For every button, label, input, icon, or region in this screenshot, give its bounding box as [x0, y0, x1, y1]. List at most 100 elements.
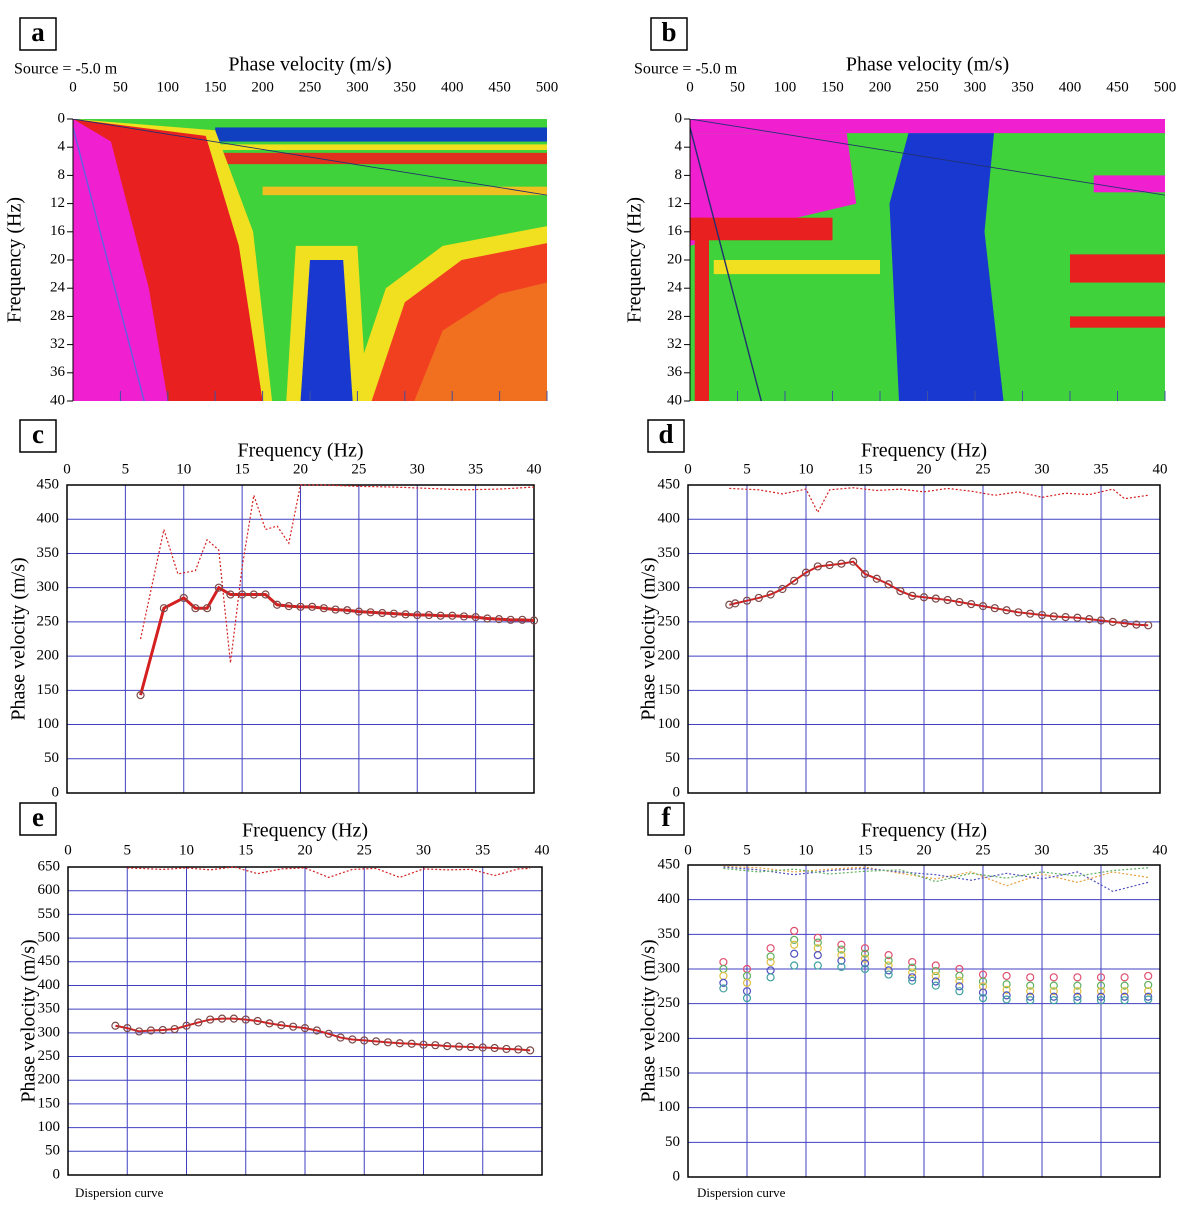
data-point	[978, 982, 988, 991]
data-point	[1049, 973, 1058, 982]
x-tick-label: 0	[64, 842, 72, 858]
data-point	[378, 608, 387, 618]
data-point	[813, 562, 822, 571]
data-point	[931, 981, 940, 990]
data-point	[514, 1045, 523, 1054]
y-tick-label: 0	[675, 110, 683, 126]
data-point	[1037, 610, 1047, 620]
data-point	[837, 956, 846, 965]
data-point	[159, 604, 169, 613]
series-line	[723, 866, 1149, 892]
x-tick-label: 10	[176, 461, 191, 477]
x-tick-label: 40	[527, 461, 542, 477]
data-point	[401, 610, 410, 619]
x-tick-label: 500	[536, 79, 559, 95]
data-point	[908, 976, 917, 985]
x-tick-label: 500	[1154, 79, 1177, 95]
data-point	[413, 610, 422, 620]
y-tick-label: 40	[667, 392, 682, 408]
data-point	[1108, 617, 1117, 626]
data-point	[324, 1029, 333, 1038]
data-point	[1049, 981, 1058, 990]
x-tick-label: 5	[743, 461, 751, 477]
data-point	[360, 1036, 369, 1045]
x-tick-label: 25	[976, 461, 991, 477]
x-tick-label: 25	[976, 842, 991, 858]
data-point	[343, 606, 352, 615]
data-point	[179, 593, 188, 603]
data-point	[837, 945, 846, 954]
data-point	[837, 962, 846, 972]
x-tick-label: 200	[869, 79, 892, 95]
data-point	[955, 971, 964, 981]
data-point	[300, 1024, 310, 1033]
y-axis-title: Phase velocity (m/s)	[18, 939, 40, 1102]
x-tick-label: 35	[468, 461, 483, 477]
y-tick-label: 40	[50, 392, 65, 408]
data-point	[206, 1015, 215, 1024]
data-point	[136, 691, 145, 700]
data-point	[459, 612, 469, 621]
data-point	[1120, 996, 1129, 1005]
x-tick-label: 200	[251, 79, 274, 95]
data-point	[424, 610, 434, 620]
data-point	[1120, 992, 1129, 1001]
x-tick-label: 15	[238, 842, 253, 858]
data-point	[1085, 615, 1094, 624]
data-point	[719, 978, 728, 987]
x-tick-label: 40	[1153, 461, 1168, 477]
y-tick-label: 12	[50, 195, 65, 211]
data-point	[931, 594, 940, 603]
x-tick-label: 15	[858, 461, 873, 477]
data-point	[277, 1021, 286, 1030]
y-tick-label: 200	[38, 1072, 61, 1088]
data-point	[518, 615, 527, 624]
data-point	[955, 597, 964, 607]
data-point	[217, 1014, 227, 1023]
data-point	[1014, 608, 1023, 617]
note: Dispersion curve	[697, 1185, 786, 1200]
series-line	[729, 560, 1149, 627]
y-tick-label: 300	[37, 579, 60, 595]
data-point	[978, 994, 988, 1003]
y-tick-label: 50	[665, 1134, 680, 1150]
data-point	[226, 590, 235, 599]
y-tick-label: 20	[667, 251, 682, 267]
data-point	[790, 576, 799, 585]
panel-label: e	[32, 802, 44, 832]
panel-label: b	[661, 17, 676, 47]
x-tick-label: 0	[69, 79, 77, 95]
data-point	[908, 968, 917, 977]
data-point	[813, 961, 822, 970]
y-tick-label: 24	[667, 280, 683, 296]
data-point	[790, 926, 799, 935]
data-point	[1120, 973, 1129, 982]
data-point	[766, 973, 775, 982]
data-point	[494, 615, 504, 624]
panel-label-box	[650, 17, 688, 51]
y-tick-label: 0	[673, 784, 681, 800]
x-tick-label: 35	[475, 842, 490, 858]
data-point	[908, 957, 917, 967]
data-point	[943, 595, 952, 605]
data-point	[203, 604, 212, 613]
x-tick-label: 35	[1094, 842, 1109, 858]
y-tick-label: 400	[658, 891, 681, 907]
data-point	[766, 590, 775, 599]
data-point	[1132, 620, 1141, 629]
data-point	[884, 580, 893, 589]
data-point	[506, 615, 515, 624]
data-point	[431, 1041, 440, 1050]
data-point	[1144, 980, 1153, 990]
data-point	[135, 1027, 144, 1036]
x-tick-label: 400	[1059, 79, 1082, 95]
x-tick-label: 20	[293, 461, 308, 477]
data-point	[526, 1046, 535, 1055]
y-axis-title: Frequency (Hz)	[624, 197, 646, 323]
y-tick-label: 450	[658, 856, 681, 872]
data-point	[1049, 612, 1058, 621]
y-tick-label: 4	[675, 139, 683, 155]
x-tick-label: 100	[774, 79, 797, 95]
data-point	[253, 1016, 262, 1026]
y-tick-label: 50	[44, 750, 59, 766]
